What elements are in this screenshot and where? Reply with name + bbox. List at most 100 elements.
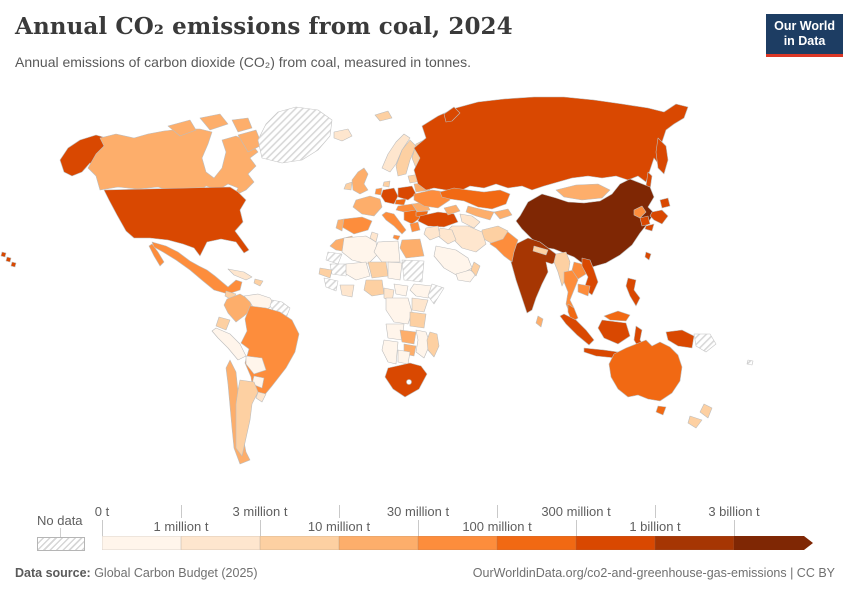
country-bolivia[interactable]: [245, 355, 267, 375]
country-norway[interactable]: [381, 133, 411, 173]
country-italy[interactable]: [381, 211, 407, 235]
legend-bin-1[interactable]: [181, 536, 260, 550]
country-levant[interactable]: [423, 225, 441, 241]
country-mali[interactable]: [345, 261, 371, 281]
country-tasmania[interactable]: [655, 405, 667, 416]
country-cambodia[interactable]: [577, 283, 591, 297]
legend-bin-7[interactable]: [655, 536, 734, 550]
country-denmark[interactable]: [382, 180, 391, 188]
legend-bin-8-arrow[interactable]: [734, 536, 813, 550]
country-canada-arctic-1[interactable]: [167, 119, 197, 137]
country-central-african-republic[interactable]: [393, 283, 409, 297]
country-iceland[interactable]: [333, 128, 353, 142]
country-japan-kyushu[interactable]: [644, 223, 655, 232]
country-sicily[interactable]: [392, 234, 401, 241]
country-namibia[interactable]: [381, 339, 399, 365]
country-mongolia[interactable]: [555, 183, 611, 201]
country-venezuela[interactable]: [243, 293, 275, 313]
country-uruguay[interactable]: [255, 391, 267, 403]
country-yemen[interactable]: [455, 269, 477, 283]
country-north-korea[interactable]: [633, 205, 647, 219]
country-ecuador[interactable]: [215, 316, 231, 331]
country-guinea[interactable]: [323, 277, 339, 292]
country-germany[interactable]: [380, 187, 399, 205]
legend-bin-0[interactable]: [102, 536, 181, 550]
country-sweden[interactable]: [395, 139, 417, 177]
legend-bin-5[interactable]: [497, 536, 576, 550]
country-west-papua[interactable]: [665, 329, 695, 349]
country-canada[interactable]: [87, 128, 259, 197]
country-mozambique[interactable]: [415, 329, 431, 359]
country-colombia[interactable]: [223, 293, 253, 323]
legend-bin-2[interactable]: [260, 536, 339, 550]
country-argentina[interactable]: [235, 379, 259, 457]
country-china[interactable]: [515, 178, 655, 268]
country-nepal[interactable]: [532, 245, 549, 256]
country-tunisia[interactable]: [369, 231, 379, 243]
country-tanzania[interactable]: [409, 311, 427, 329]
country-new-zealand-south[interactable]: [687, 415, 703, 429]
country-sri-lanka[interactable]: [535, 315, 544, 328]
country-kamchatka[interactable]: [655, 137, 669, 175]
country-papua-new-guinea[interactable]: [693, 333, 717, 353]
country-ethiopia[interactable]: [409, 283, 433, 299]
country-somalia[interactable]: [427, 283, 445, 305]
country-madagascar[interactable]: [426, 331, 440, 358]
country-libya[interactable]: [373, 240, 401, 263]
country-spain[interactable]: [341, 216, 373, 235]
country-greece[interactable]: [409, 221, 421, 233]
country-united-states[interactable]: [103, 186, 250, 257]
country-sudan[interactable]: [401, 259, 425, 283]
country-lesotho[interactable]: [406, 379, 412, 385]
country-czechia[interactable]: [394, 198, 407, 206]
country-new-zealand-north[interactable]: [699, 403, 713, 419]
country-japan-honshu[interactable]: [649, 209, 669, 225]
country-greenland[interactable]: [257, 106, 333, 164]
country-botswana[interactable]: [397, 349, 411, 365]
country-malaysia-borneo[interactable]: [603, 310, 631, 322]
country-peru[interactable]: [211, 327, 247, 361]
country-poland[interactable]: [397, 185, 417, 201]
country-united-kingdom[interactable]: [351, 167, 369, 195]
country-baja[interactable]: [148, 243, 165, 267]
country-cuba[interactable]: [227, 268, 253, 281]
country-niger[interactable]: [367, 261, 389, 279]
owid-link[interactable]: OurWorldinData.org/co2-and-greenhouse-ga…: [472, 566, 835, 580]
country-portugal[interactable]: [335, 218, 345, 232]
country-ireland[interactable]: [343, 181, 353, 191]
country-kazakhstan[interactable]: [439, 187, 511, 210]
country-kenya-uganda[interactable]: [411, 297, 429, 313]
owid-logo[interactable]: Our World in Data: [766, 14, 843, 57]
country-nigeria[interactable]: [363, 279, 385, 297]
country-australia[interactable]: [608, 339, 683, 402]
country-south-africa[interactable]: [384, 362, 428, 398]
country-france[interactable]: [352, 195, 383, 217]
legend-bin-4[interactable]: [418, 536, 497, 550]
country-kyrgyzstan-tajikistan[interactable]: [493, 208, 513, 220]
country-ivory-coast-ghana[interactable]: [339, 284, 355, 298]
country-mauritania[interactable]: [329, 263, 349, 277]
legend-bin-3[interactable]: [339, 536, 418, 550]
country-caucasus[interactable]: [443, 204, 461, 216]
country-benelux[interactable]: [374, 187, 383, 196]
country-kalimantan[interactable]: [597, 319, 631, 345]
country-algeria[interactable]: [341, 235, 379, 265]
country-svalbard[interactable]: [374, 110, 393, 122]
country-philippines[interactable]: [625, 277, 641, 307]
country-canada-arctic-2[interactable]: [199, 113, 229, 131]
country-mexico[interactable]: [151, 241, 243, 295]
country-hawaii[interactable]: [0, 251, 17, 268]
country-uzbekistan[interactable]: [465, 205, 495, 221]
country-novaya-zemlya[interactable]: [443, 106, 461, 123]
country-oman[interactable]: [470, 261, 481, 277]
country-chad[interactable]: [387, 261, 403, 281]
country-canada-arctic-3[interactable]: [231, 117, 253, 133]
legend-bin-6[interactable]: [576, 536, 655, 550]
country-fiji[interactable]: [746, 359, 754, 366]
country-senegal[interactable]: [318, 267, 333, 279]
country-taiwan[interactable]: [644, 251, 652, 261]
country-south-korea[interactable]: [639, 215, 651, 227]
country-western-sahara[interactable]: [325, 251, 343, 265]
country-zambia[interactable]: [399, 329, 417, 345]
country-hispaniola[interactable]: [253, 278, 264, 287]
